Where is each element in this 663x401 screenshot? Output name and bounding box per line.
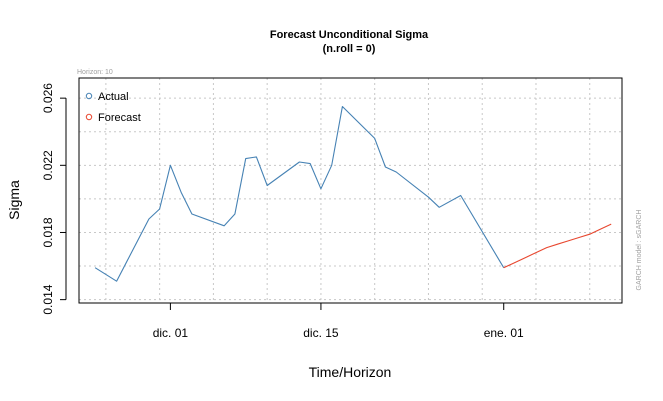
chart-title: Forecast Unconditional Sigma <box>270 29 429 41</box>
model-note: GARCH model : sGARCH <box>636 210 643 291</box>
horizon-note: Horizon: 10 <box>77 69 113 76</box>
y-tick-label: 0.014 <box>41 284 55 314</box>
x-axis-label: Time/Horizon <box>309 364 392 380</box>
x-axis: dic. 01 dic. 15 ene. 01 <box>153 303 524 340</box>
legend: Actual Forecast <box>85 91 141 124</box>
series-line-forecast <box>503 223 612 269</box>
chart-subtitle: (n.roll = 0) <box>323 43 376 55</box>
plot-frame <box>78 77 623 304</box>
grid <box>79 78 622 303</box>
y-axis-label: Sigma <box>6 180 22 220</box>
legend-forecast-marker <box>85 113 93 121</box>
y-tick-label: 0.022 <box>41 150 55 180</box>
legend-actual-label: Actual <box>98 91 129 103</box>
y-tick-label: 0.026 <box>41 83 55 113</box>
y-axis: 0.014 0.018 0.022 0.026 <box>41 83 67 315</box>
x-tick-label: dic. 01 <box>153 326 189 340</box>
series-lines <box>94 105 612 282</box>
legend-forecast-label: Forecast <box>98 112 141 124</box>
legend-actual-marker <box>85 92 93 100</box>
y-tick-label: 0.018 <box>41 217 55 247</box>
x-tick-label: ene. 01 <box>484 326 524 340</box>
x-tick-label: dic. 15 <box>303 326 339 340</box>
series-line-actual <box>94 105 505 282</box>
